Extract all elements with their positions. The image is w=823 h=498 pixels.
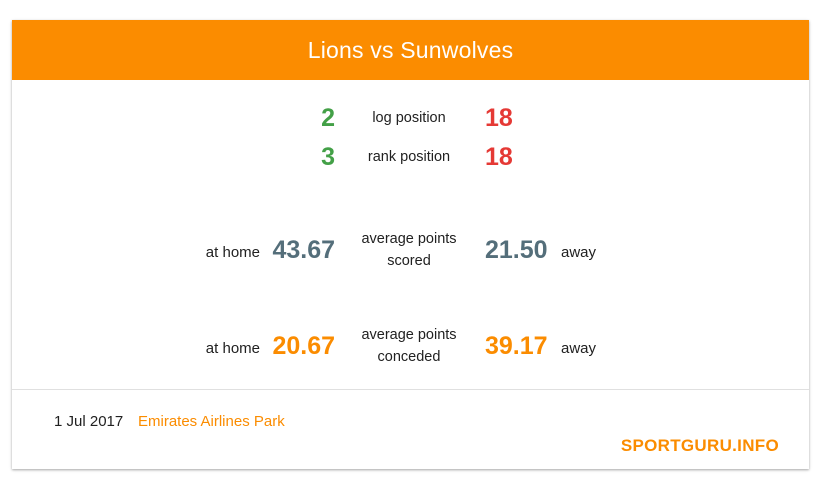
home-log-position: 2 — [321, 104, 335, 132]
scored-away-value: 21.50 — [485, 236, 548, 264]
brand-link[interactable]: SPORTGURU.INFO — [620, 436, 779, 455]
scored-center-label: average points scored — [339, 228, 479, 272]
scored-home-label: at home — [205, 244, 260, 261]
rank-position-row: 3 rank position 18 — [12, 143, 809, 173]
match-venue-link[interactable]: Emirates Airlines Park — [138, 413, 285, 430]
points-scored-row: at home 43.67 average points scored 21.5… — [12, 228, 809, 276]
away-log-position: 18 — [485, 104, 513, 132]
away-rank-position: 18 — [485, 143, 513, 171]
log-position-row: 2 log position 18 — [12, 104, 809, 134]
conceded-center-label: average points conceded — [339, 324, 479, 368]
home-rank-position: 3 — [321, 143, 335, 171]
conceded-home-value: 20.67 — [272, 332, 335, 360]
match-header: Lions vs Sunwolves — [12, 20, 809, 80]
scored-home-value: 43.67 — [272, 236, 335, 264]
rank-position-label: rank position — [367, 149, 451, 165]
conceded-away-value: 39.17 — [485, 332, 548, 360]
log-position-label: log position — [372, 110, 446, 126]
match-date: 1 Jul 2017 — [54, 413, 124, 430]
footer-divider — [12, 389, 809, 390]
scored-label-line1: average points — [361, 231, 457, 247]
scored-label-line2: scored — [387, 253, 431, 269]
conceded-home-label: at home — [205, 340, 260, 357]
conceded-label-line1: average points — [361, 327, 457, 343]
match-card: Lions vs Sunwolves 2 log position 18 3 r… — [12, 20, 809, 469]
scored-away-label: away — [561, 244, 597, 261]
conceded-label-line2: conceded — [377, 349, 441, 365]
match-title: Lions vs Sunwolves — [307, 36, 514, 63]
points-conceded-row: at home 20.67 average points conceded 39… — [12, 324, 809, 372]
conceded-away-label: away — [561, 340, 597, 357]
